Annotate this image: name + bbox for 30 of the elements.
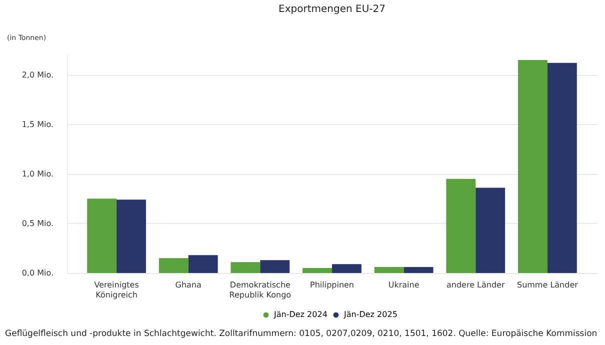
y-tick-label: 1,5 Mio. bbox=[22, 120, 54, 129]
text: Geflügelfleisch und -produkte in Schlachtgewicht. Zolltarifnummern: 0105, 0207,0209, 0210, 1501, 1602. Quelle: Europäische Kommission bbox=[5, 329, 598, 339]
bar bbox=[302, 268, 332, 273]
bar bbox=[260, 260, 290, 273]
bar bbox=[332, 264, 362, 273]
bar bbox=[87, 198, 117, 273]
bar bbox=[116, 200, 146, 273]
x-tick-label: andere Länder bbox=[446, 280, 506, 290]
legend-label: Jän-Dez 2024 bbox=[273, 310, 328, 319]
y-tick-label: 0,0 Mio. bbox=[22, 268, 54, 278]
x-tick-label: Ukraine bbox=[388, 280, 420, 290]
x-tick-label: Ghana bbox=[175, 280, 202, 290]
x-tick-label: Philippinen bbox=[310, 280, 354, 290]
bar bbox=[374, 267, 404, 273]
x-tick-label: Demokratische Republik Kongo bbox=[229, 280, 292, 300]
bar bbox=[158, 258, 188, 273]
bar bbox=[446, 178, 476, 273]
bar bbox=[518, 60, 548, 273]
x-tick-label: Vereinigtes Königreich bbox=[94, 280, 139, 300]
x-tick-label: Summe Länder bbox=[516, 280, 579, 290]
bar bbox=[188, 255, 218, 273]
y-tick-label: 2,0 Mio. bbox=[22, 70, 54, 80]
bar bbox=[476, 188, 506, 273]
y-tick-label: 1,0 Mio. bbox=[22, 169, 54, 178]
bar bbox=[230, 262, 260, 273]
chart-title: Exportmengen EU-27 bbox=[278, 4, 386, 15]
legend-label: Jän-Dez 2025 bbox=[343, 310, 398, 319]
y-tick-label: 0,5 Mio. bbox=[22, 218, 54, 228]
bar bbox=[547, 62, 577, 273]
bar bbox=[404, 267, 434, 273]
